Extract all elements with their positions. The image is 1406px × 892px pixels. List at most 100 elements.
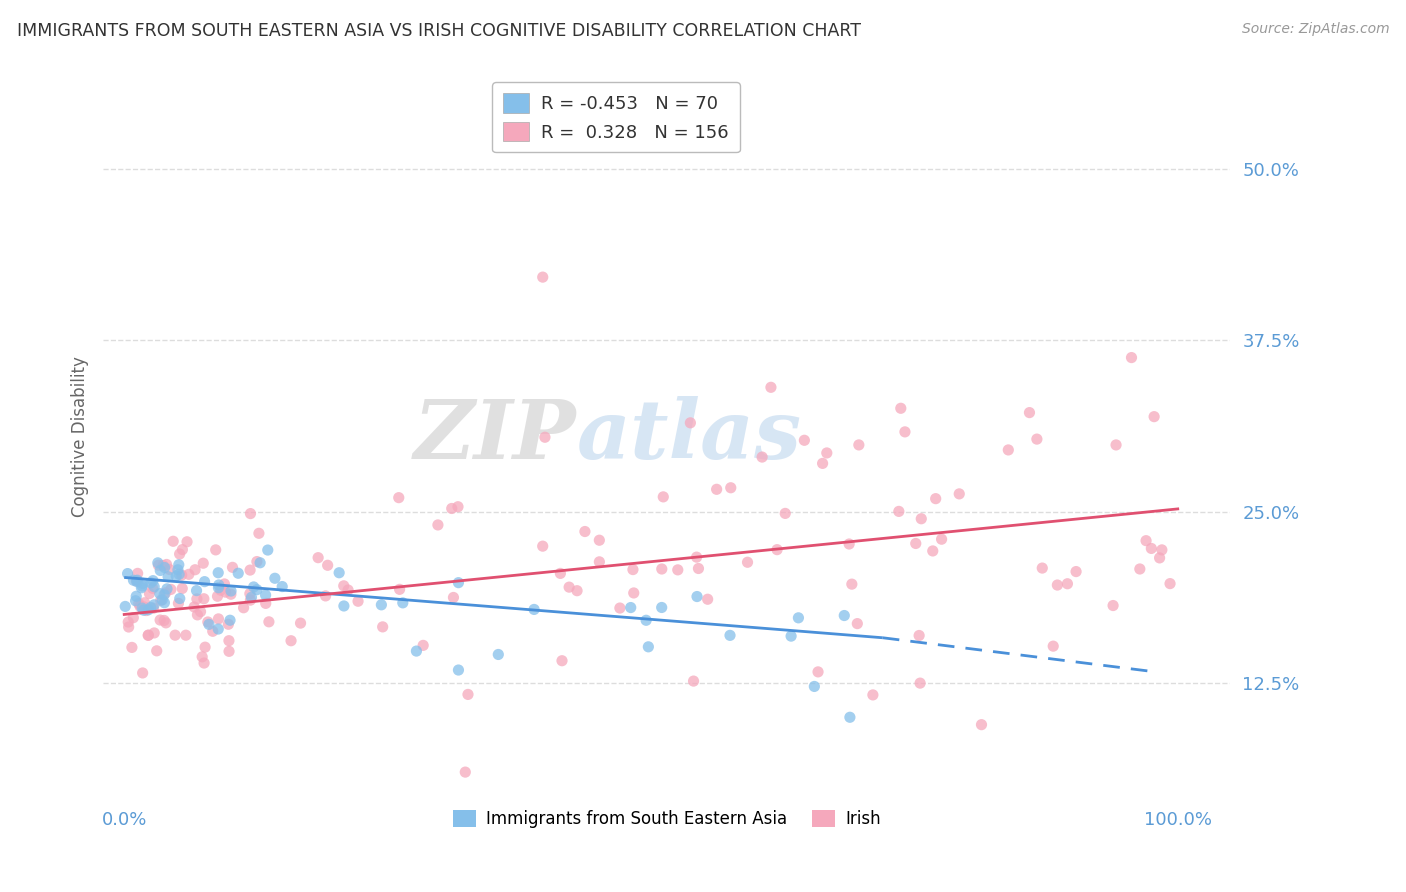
- Point: [841, 577, 863, 591]
- Point: [155, 615, 177, 630]
- Point: [134, 596, 156, 610]
- Point: [1046, 578, 1069, 592]
- Point: [447, 663, 470, 677]
- Point: [1149, 550, 1171, 565]
- Point: [948, 487, 970, 501]
- Point: [1025, 432, 1047, 446]
- Point: [838, 537, 860, 551]
- Point: [921, 544, 943, 558]
- Point: [846, 616, 869, 631]
- Point: [910, 512, 932, 526]
- Point: [155, 558, 177, 572]
- Point: [1056, 576, 1078, 591]
- Point: [190, 605, 212, 619]
- Point: [118, 620, 141, 634]
- Point: [142, 582, 165, 596]
- Point: [686, 590, 709, 604]
- Point: [246, 555, 269, 569]
- Text: atlas: atlas: [576, 396, 801, 476]
- Point: [970, 717, 993, 731]
- Point: [217, 617, 239, 632]
- Point: [337, 582, 360, 597]
- Point: [706, 483, 728, 497]
- Point: [685, 550, 707, 565]
- Point: [652, 490, 675, 504]
- Point: [486, 648, 509, 662]
- Point: [127, 566, 149, 581]
- Point: [165, 569, 187, 583]
- Point: [766, 542, 789, 557]
- Point: [149, 586, 172, 600]
- Point: [143, 598, 166, 612]
- Point: [1042, 639, 1064, 653]
- Point: [780, 629, 803, 643]
- Point: [132, 576, 155, 591]
- Text: IMMIGRANTS FROM SOUTH EASTERN ASIA VS IRISH COGNITIVE DISABILITY CORRELATION CHA: IMMIGRANTS FROM SOUTH EASTERN ASIA VS IR…: [17, 22, 860, 40]
- Point: [815, 446, 838, 460]
- Point: [138, 603, 160, 617]
- Point: [574, 524, 596, 539]
- Point: [131, 665, 153, 680]
- Point: [908, 676, 931, 690]
- Point: [142, 601, 165, 615]
- Point: [447, 500, 470, 514]
- Point: [621, 563, 644, 577]
- Point: [219, 587, 242, 601]
- Point: [145, 644, 167, 658]
- Point: [124, 593, 146, 607]
- Point: [1102, 599, 1125, 613]
- Point: [807, 665, 830, 679]
- Point: [737, 555, 759, 569]
- Point: [1150, 542, 1173, 557]
- Point: [609, 601, 631, 615]
- Point: [146, 556, 169, 570]
- Point: [523, 602, 546, 616]
- Point: [207, 566, 229, 580]
- Point: [637, 640, 659, 654]
- Point: [718, 628, 741, 642]
- Point: [186, 591, 208, 606]
- Point: [207, 612, 229, 626]
- Point: [131, 579, 153, 593]
- Point: [1121, 351, 1143, 365]
- Point: [328, 566, 350, 580]
- Point: [219, 613, 242, 627]
- Point: [207, 622, 229, 636]
- Point: [315, 589, 337, 603]
- Point: [793, 434, 815, 448]
- Point: [221, 560, 243, 574]
- Point: [997, 442, 1019, 457]
- Point: [209, 583, 232, 598]
- Point: [193, 574, 215, 589]
- Point: [1018, 406, 1040, 420]
- Point: [153, 560, 176, 574]
- Point: [242, 580, 264, 594]
- Point: [127, 573, 149, 587]
- Point: [454, 765, 477, 780]
- Point: [565, 583, 588, 598]
- Point: [679, 416, 702, 430]
- Point: [249, 556, 271, 570]
- Point: [412, 639, 434, 653]
- Point: [121, 640, 143, 655]
- Point: [167, 558, 190, 572]
- Point: [832, 608, 855, 623]
- Legend: Immigrants from South Eastern Asia, Irish: Immigrants from South Eastern Asia, Iris…: [446, 804, 887, 835]
- Point: [170, 568, 193, 582]
- Point: [239, 507, 262, 521]
- Point: [198, 617, 221, 632]
- Point: [143, 626, 166, 640]
- Point: [176, 534, 198, 549]
- Point: [887, 504, 910, 518]
- Point: [651, 562, 673, 576]
- Point: [405, 644, 427, 658]
- Point: [191, 649, 214, 664]
- Point: [1159, 576, 1181, 591]
- Point: [426, 517, 449, 532]
- Point: [773, 507, 796, 521]
- Point: [232, 600, 254, 615]
- Y-axis label: Cognitive Disability: Cognitive Disability: [72, 356, 89, 516]
- Point: [246, 582, 269, 597]
- Point: [1031, 561, 1053, 575]
- Point: [371, 620, 394, 634]
